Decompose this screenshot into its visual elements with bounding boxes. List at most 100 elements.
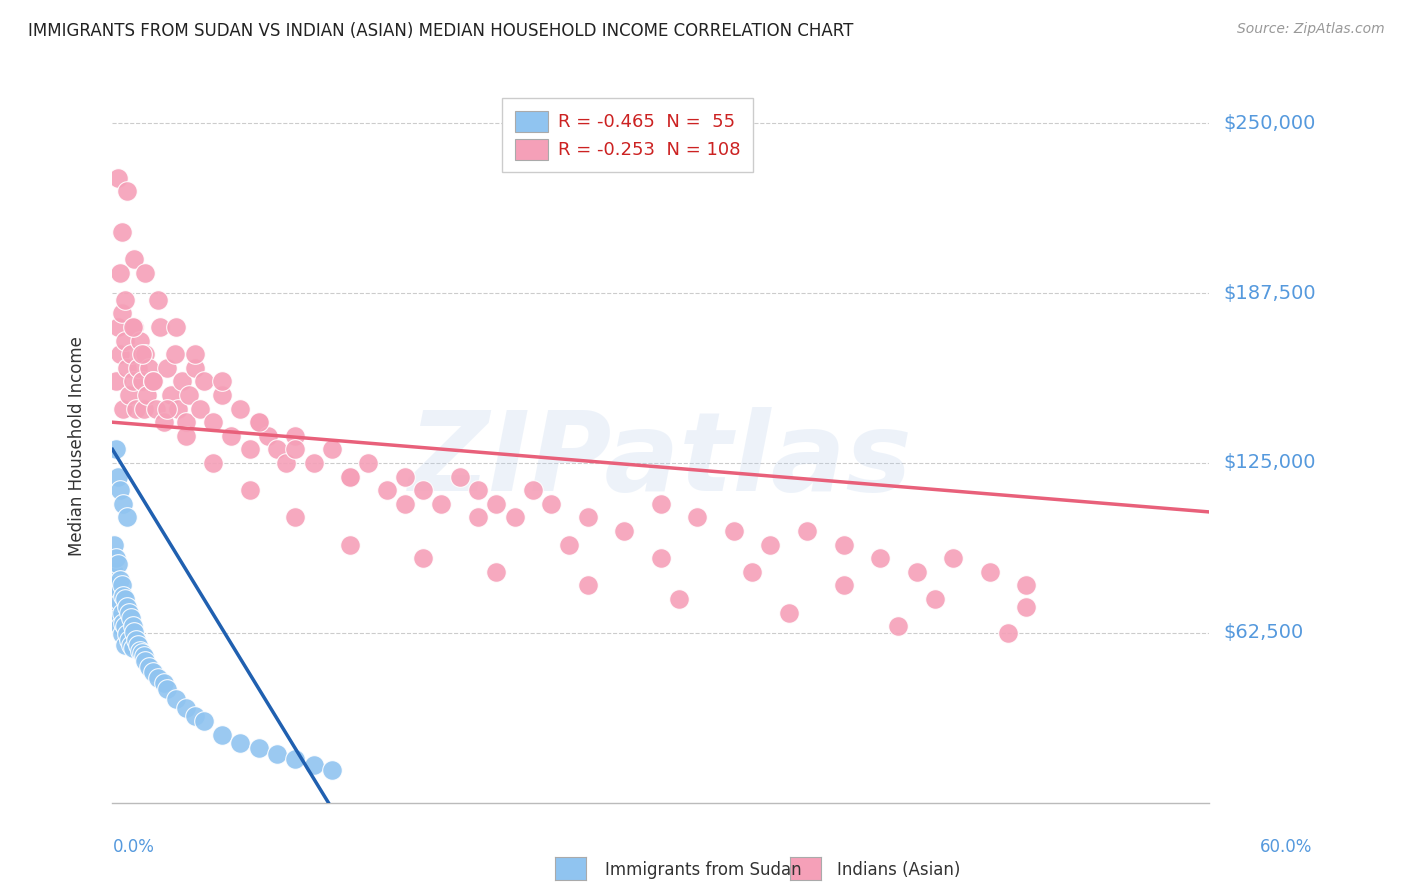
Point	[115, 510, 138, 524]
Point	[485, 565, 508, 579]
Point	[105, 551, 128, 566]
Point	[485, 497, 508, 511]
Point	[108, 573, 131, 587]
Point	[121, 619, 143, 633]
Point	[188, 401, 211, 416]
Point	[741, 565, 763, 579]
Point	[127, 638, 149, 652]
Text: Source: ZipAtlas.com: Source: ZipAtlas.com	[1237, 22, 1385, 37]
Point	[284, 510, 307, 524]
Point	[375, 483, 398, 498]
Point	[183, 708, 207, 723]
Point	[120, 347, 142, 361]
Point	[257, 429, 280, 443]
Point	[107, 557, 129, 571]
Point	[103, 537, 125, 551]
Point	[430, 497, 453, 511]
Point	[163, 347, 186, 361]
Point	[136, 388, 159, 402]
Point	[170, 375, 193, 389]
Point	[339, 469, 361, 483]
Point	[174, 415, 197, 429]
Point	[887, 619, 910, 633]
Point	[131, 375, 153, 389]
Point	[114, 638, 136, 652]
Point	[124, 252, 146, 266]
Point	[179, 388, 201, 402]
Point	[924, 591, 946, 606]
Point	[118, 388, 141, 402]
Point	[183, 347, 207, 361]
Point	[221, 429, 243, 443]
Point	[105, 600, 128, 615]
Point	[778, 606, 800, 620]
Point	[339, 537, 361, 551]
Point	[142, 665, 165, 680]
Point	[357, 456, 380, 470]
Text: 0.0%: 0.0%	[112, 838, 155, 855]
Text: Indians (Asian): Indians (Asian)	[837, 861, 960, 879]
Point	[229, 736, 252, 750]
Point	[129, 643, 152, 657]
Point	[160, 388, 183, 402]
Point	[127, 360, 149, 375]
Point	[134, 655, 156, 669]
Point	[467, 483, 489, 498]
Legend: R = -0.465  N =  55, R = -0.253  N = 108: R = -0.465 N = 55, R = -0.253 N = 108	[502, 98, 754, 172]
Point	[394, 497, 416, 511]
Point	[412, 551, 434, 566]
Point	[167, 401, 190, 416]
Point	[247, 415, 270, 429]
Point	[166, 320, 188, 334]
Point	[115, 600, 138, 615]
Point	[540, 497, 562, 511]
Point	[394, 469, 416, 483]
Point	[118, 632, 141, 647]
Point	[183, 360, 207, 375]
Point	[118, 606, 141, 620]
Point	[115, 184, 138, 198]
Point	[796, 524, 818, 538]
Point	[142, 375, 165, 389]
Point	[114, 591, 136, 606]
Point	[650, 497, 672, 511]
Point	[832, 537, 855, 551]
Point	[576, 578, 599, 592]
Text: $187,500: $187,500	[1223, 284, 1316, 302]
Point	[129, 334, 152, 348]
Point	[412, 483, 434, 498]
Point	[115, 360, 138, 375]
Point	[138, 660, 160, 674]
Point	[156, 360, 179, 375]
Point	[211, 728, 233, 742]
Point	[149, 320, 172, 334]
Point	[107, 320, 129, 334]
Point	[131, 646, 153, 660]
Point	[107, 583, 129, 598]
Point	[107, 469, 129, 483]
Point	[211, 388, 233, 402]
Point	[120, 611, 142, 625]
Point	[193, 714, 215, 729]
Point	[108, 483, 131, 498]
Point	[156, 681, 179, 696]
Point	[152, 676, 174, 690]
Text: Immigrants from Sudan: Immigrants from Sudan	[605, 861, 801, 879]
Text: $62,500: $62,500	[1223, 624, 1303, 642]
Point	[108, 347, 131, 361]
Point	[759, 537, 782, 551]
Point	[832, 578, 855, 592]
Point	[576, 510, 599, 524]
Point	[321, 763, 343, 777]
Point	[125, 401, 148, 416]
Point	[105, 442, 128, 457]
Point	[284, 752, 307, 766]
Point	[302, 456, 325, 470]
Point	[108, 594, 131, 608]
Point	[142, 375, 165, 389]
Point	[121, 640, 143, 655]
Point	[942, 551, 965, 566]
Point	[668, 591, 690, 606]
Point	[247, 415, 270, 429]
Point	[124, 320, 146, 334]
